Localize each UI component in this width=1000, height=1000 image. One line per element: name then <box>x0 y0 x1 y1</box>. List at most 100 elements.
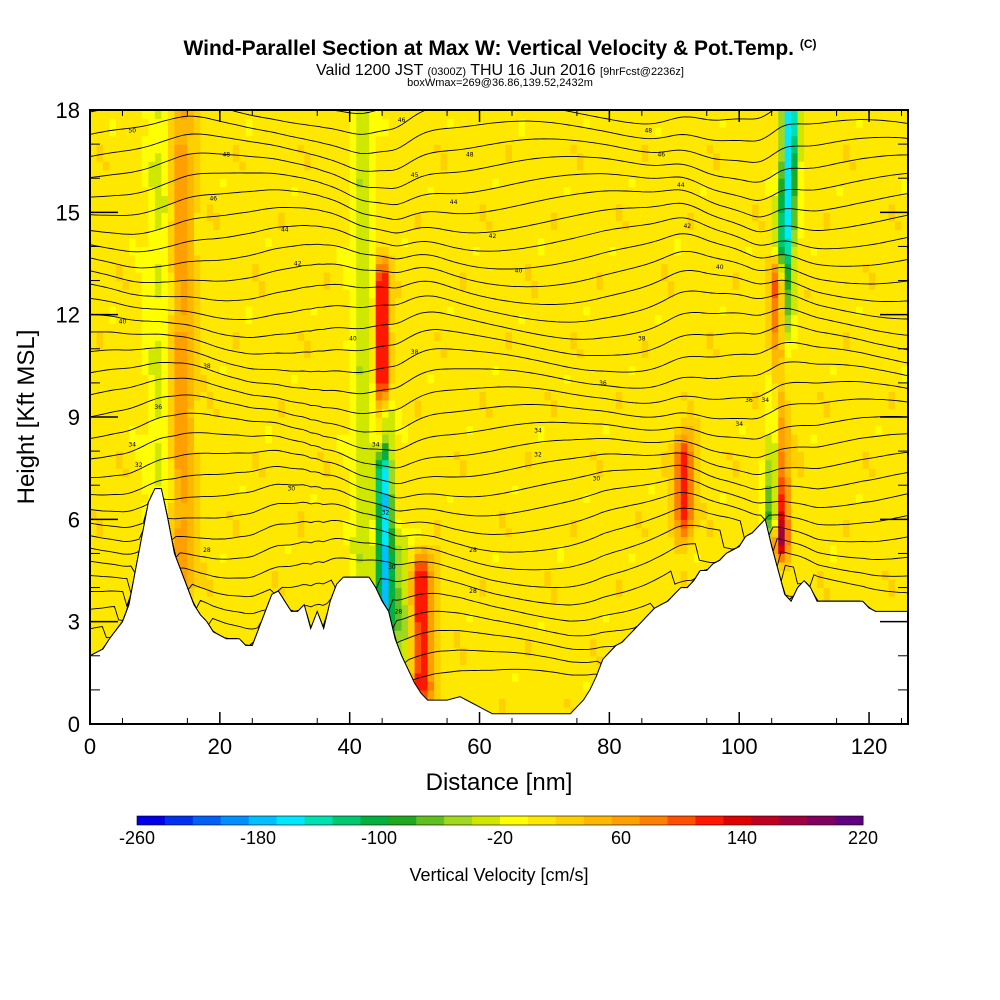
field-cell <box>141 220 149 231</box>
field-cell <box>466 340 474 350</box>
field-cell <box>362 348 370 358</box>
field-cell <box>278 382 286 393</box>
field-cell <box>460 110 468 120</box>
field-cell <box>512 647 520 657</box>
field-cell <box>401 510 409 520</box>
field-cell <box>473 527 481 538</box>
field-cell <box>278 417 286 427</box>
field-cell <box>479 476 487 486</box>
field-cell <box>135 169 143 179</box>
field-cell <box>103 493 111 503</box>
field-cell <box>297 186 305 196</box>
field-cell <box>323 272 331 282</box>
field-cell <box>518 681 526 691</box>
field-cell <box>330 314 338 324</box>
field-cell <box>193 417 201 427</box>
field-cell <box>479 562 487 572</box>
field-cell <box>356 237 364 248</box>
field-cell <box>414 468 422 478</box>
field-cell <box>460 365 468 375</box>
field-cell <box>401 331 409 341</box>
field-cell <box>440 621 448 631</box>
field-cell <box>154 237 162 248</box>
field-cell <box>200 289 208 299</box>
field-cell <box>401 195 409 205</box>
field-cell <box>129 127 137 137</box>
field-cell <box>323 417 331 427</box>
field-cell <box>486 365 494 375</box>
field-cell <box>531 442 539 452</box>
field-cell <box>492 220 500 231</box>
field-cell <box>492 110 500 120</box>
field-cell <box>421 527 429 538</box>
field-cell <box>141 451 149 461</box>
field-cell <box>512 613 520 623</box>
field-cell <box>427 664 435 674</box>
field-cell <box>453 570 461 580</box>
field-cell <box>304 331 312 341</box>
field-cell <box>174 340 182 350</box>
field-cell <box>96 502 104 512</box>
field-cell <box>284 510 292 520</box>
field-cell <box>245 144 253 154</box>
field-cell <box>252 331 260 341</box>
field-cell <box>122 399 130 410</box>
field-cell <box>486 672 494 682</box>
field-cell <box>479 493 487 503</box>
field-cell <box>473 681 481 691</box>
field-cell <box>193 263 201 273</box>
field-cell <box>90 459 98 469</box>
field-cell <box>427 323 435 333</box>
field-cell <box>187 135 195 145</box>
field-cell <box>200 408 208 418</box>
field-cell <box>219 519 227 529</box>
field-cell <box>518 553 526 563</box>
field-cell <box>382 459 390 469</box>
field-cell <box>193 178 201 188</box>
field-cell <box>434 272 442 282</box>
field-cell <box>219 178 227 188</box>
field-cell <box>148 468 156 478</box>
field-cell <box>395 152 403 162</box>
field-cell <box>219 272 227 282</box>
field-cell <box>304 152 312 162</box>
field-cell <box>505 340 513 350</box>
field-cell <box>395 417 403 427</box>
field-cell <box>90 562 98 572</box>
field-cell <box>362 161 370 171</box>
field-cell <box>369 297 377 307</box>
field-cell <box>375 434 383 444</box>
field-cell <box>512 127 520 137</box>
field-cell <box>96 280 104 290</box>
field-cell <box>258 169 266 179</box>
field-cell <box>388 553 396 563</box>
field-cell <box>434 229 442 239</box>
field-cell <box>193 587 201 597</box>
field-cell <box>317 519 325 529</box>
field-cell <box>129 195 137 205</box>
field-cell <box>453 391 461 401</box>
field-cell <box>447 399 455 410</box>
field-cell <box>427 331 435 341</box>
field-cell <box>356 476 364 486</box>
field-cell <box>421 613 429 623</box>
field-cell <box>297 314 305 324</box>
field-cell <box>284 459 292 469</box>
field-cell <box>271 186 279 196</box>
field-cell <box>96 510 104 520</box>
field-cell <box>154 229 162 239</box>
field-cell <box>135 442 143 452</box>
field-cell <box>512 604 520 614</box>
field-cell <box>213 510 221 520</box>
field-cell <box>518 297 526 307</box>
field-cell <box>258 536 266 546</box>
field-cell <box>369 544 377 555</box>
field-cell <box>453 255 461 265</box>
field-cell <box>492 698 500 708</box>
field-cell <box>232 186 240 196</box>
field-cell <box>122 161 130 171</box>
field-cell <box>382 272 390 282</box>
field-cell <box>336 544 344 555</box>
field-cell <box>180 144 188 154</box>
field-cell <box>284 476 292 486</box>
